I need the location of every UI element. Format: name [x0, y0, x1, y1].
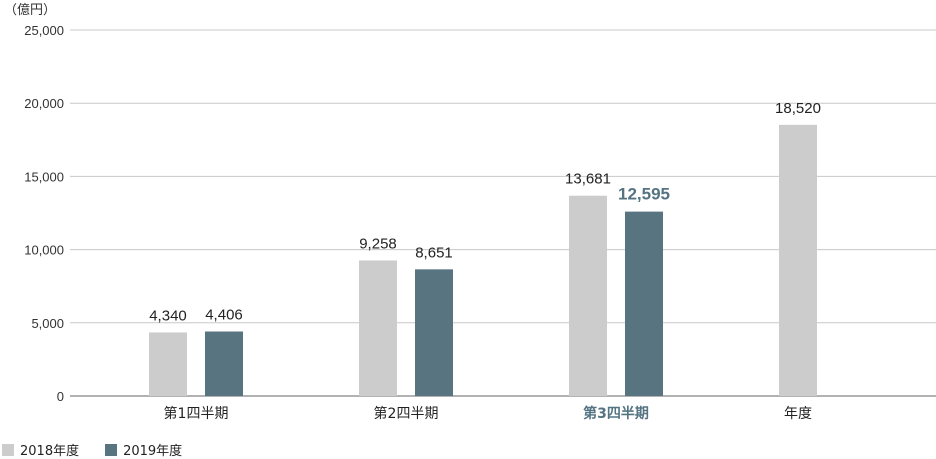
y-axis-ticks: 0 5,000 10,000 15,000 20,000 25,000 — [24, 23, 64, 404]
value-label: 4,406 — [205, 306, 243, 323]
legend-swatch-2019 — [105, 443, 118, 456]
y-tick-label: 10,000 — [24, 243, 64, 258]
bar-1-2 — [625, 211, 663, 396]
bar-0-3 — [779, 124, 817, 397]
category-label: 第2四半期 — [374, 405, 439, 422]
legend-label-2019: 2019年度 — [123, 444, 183, 459]
y-tick-label: 25,000 — [24, 23, 64, 38]
y-tick-label: 15,000 — [24, 169, 64, 184]
y-tick-label: 20,000 — [24, 96, 64, 111]
value-label: 12,595 — [618, 185, 670, 204]
bar-0-2 — [569, 195, 607, 396]
value-label: 8,651 — [415, 244, 453, 261]
legend-label-2018: 2018年度 — [20, 444, 80, 459]
value-label: 13,681 — [565, 171, 611, 188]
legend: 2018年度 2019年度 — [2, 440, 182, 459]
legend-swatch-2018 — [2, 443, 14, 456]
y-tick-label: 0 — [57, 389, 64, 404]
bar-0-0 — [149, 332, 187, 396]
bar-chart: （億円） 0 5,000 10,000 15,000 20,000 25,000 4,34… — [4, 2, 936, 422]
value-label: 9,258 — [359, 235, 397, 252]
y-unit-label: （億円） — [4, 2, 56, 17]
value-labels: 4,340 4,406 9,258 8,651 13,681 12,595 18,520 — [149, 100, 821, 325]
legend-item-2019: 2019年度 — [105, 440, 182, 459]
category-label: 第3四半期 — [583, 405, 649, 422]
bars — [149, 124, 817, 397]
value-label: 4,340 — [149, 307, 187, 324]
category-label: 年度 — [784, 406, 812, 422]
value-label: 18,520 — [775, 100, 821, 117]
bar-1-1 — [415, 269, 453, 396]
category-labels: 第1四半期 第2四半期 第3四半期 年度 — [164, 405, 812, 422]
category-label: 第1四半期 — [164, 405, 229, 422]
bar-0-1 — [359, 260, 397, 396]
y-tick-label: 5,000 — [31, 316, 64, 331]
legend-item-2018: 2018年度 — [2, 440, 79, 459]
bar-1-0 — [205, 331, 243, 396]
